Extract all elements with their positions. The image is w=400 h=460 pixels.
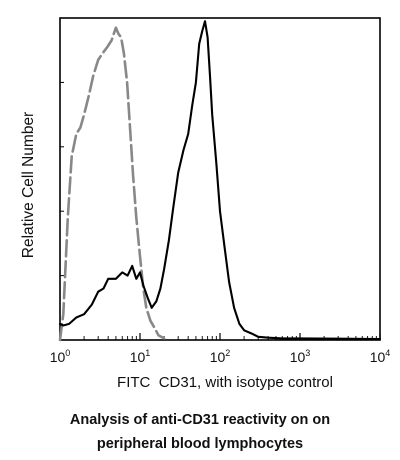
x-ticks [59,333,381,340]
figure-caption-line-1: Analysis of anti-CD31 reactivity on on [69,412,331,428]
x-tick-label: 100 [50,348,71,365]
series-group [58,20,382,342]
x-axis-label: FITC CD31, with isotype control [117,374,333,391]
x-tick-label: 102 [210,348,231,365]
plot-frame [59,17,381,341]
cd31-series-line [58,20,382,341]
x-tick-labels: 100 101 102 103 104 [50,348,391,365]
x-tick-label: 104 [370,348,391,365]
y-ticks [60,17,64,341]
isotype-control-series-line [58,26,166,342]
x-tick-label: 101 [130,348,151,365]
x-tick-label: 103 [290,348,311,365]
y-axis-label: Relative Cell Number [20,112,37,258]
histogram-chart: 100 101 102 103 104 Relative Cell Number FIT… [20,17,391,391]
figure-caption-line-2: peripheral blood lymphocytes [96,436,304,452]
